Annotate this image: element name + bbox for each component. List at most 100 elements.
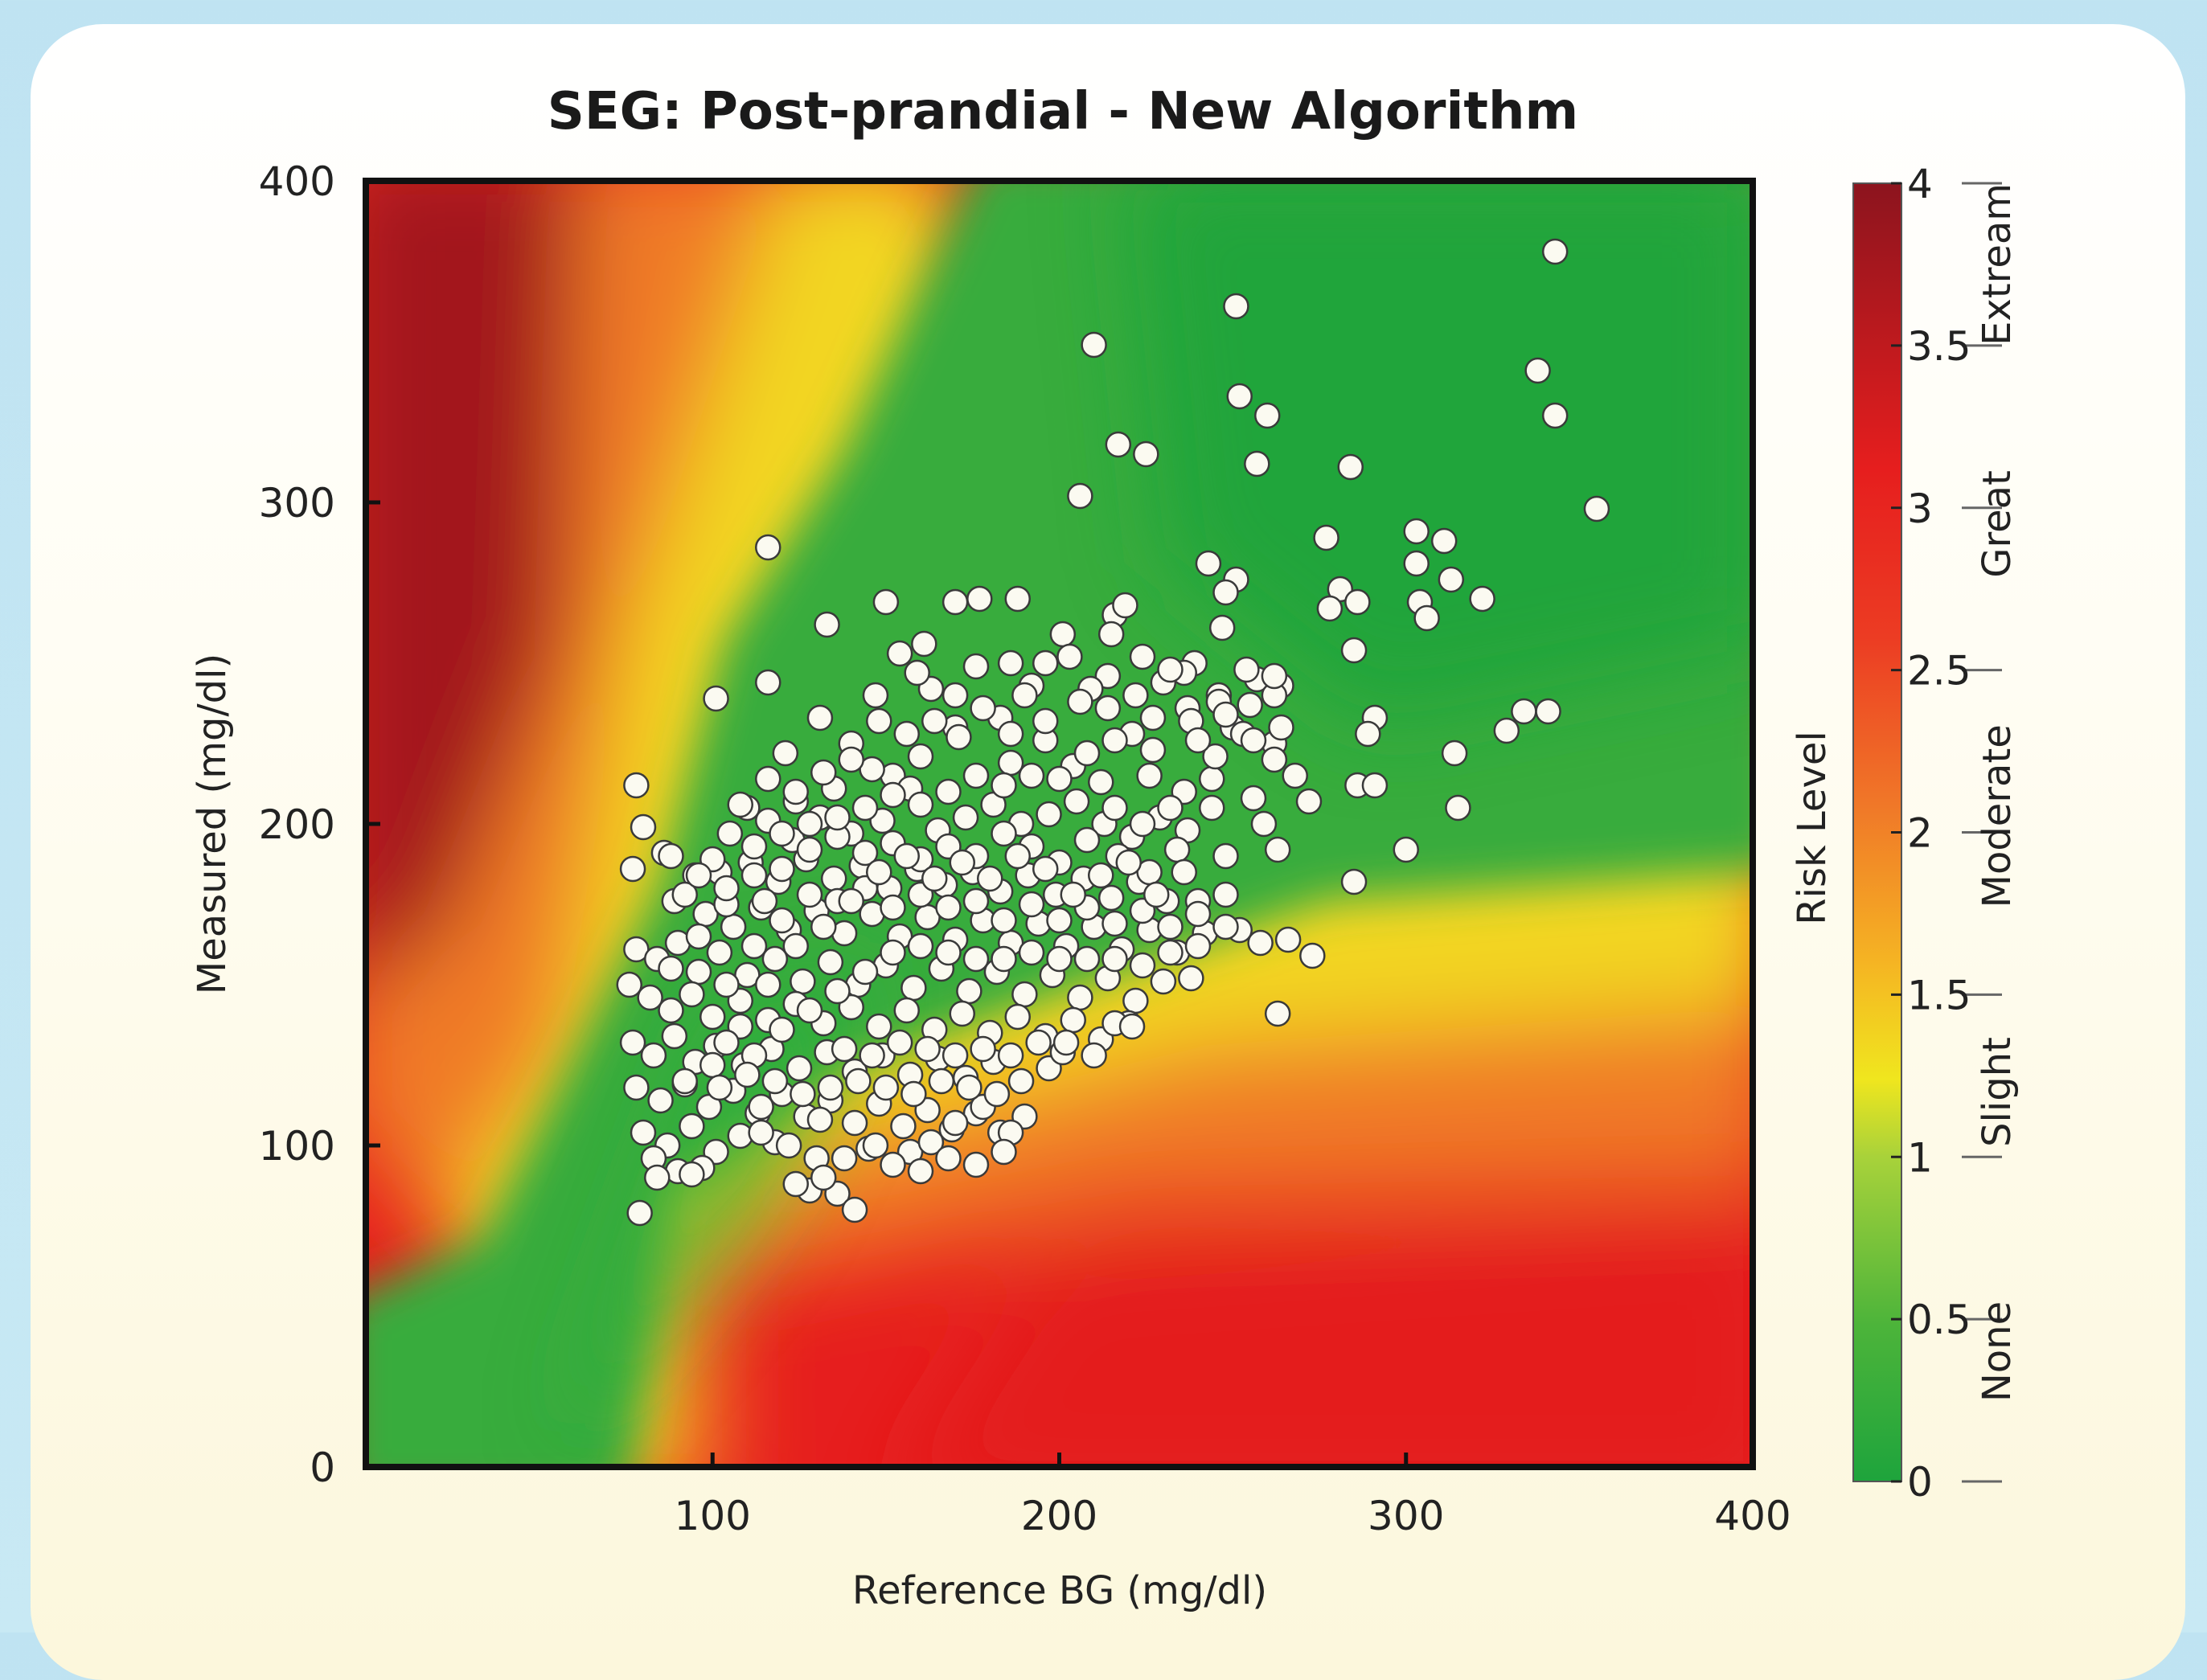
data-point [703, 685, 729, 712]
data-point [685, 958, 712, 985]
data-point [872, 1074, 900, 1101]
data-point [716, 820, 744, 847]
data-point [1295, 788, 1323, 815]
data-point [1299, 942, 1326, 969]
data-point [782, 932, 809, 960]
y-tick-label: 100 [259, 1123, 335, 1170]
data-point [941, 1042, 969, 1069]
data-point [991, 820, 1017, 847]
data-point [1413, 604, 1440, 632]
data-point [1240, 727, 1267, 754]
colorbar-tick-label: 1 [1907, 1134, 1933, 1181]
data-point [1018, 762, 1045, 789]
data-point [658, 997, 684, 1024]
data-point [671, 1067, 698, 1095]
data-point [977, 865, 1003, 892]
data-point [1212, 913, 1239, 940]
data-point [1233, 656, 1260, 683]
data-point [755, 669, 781, 696]
data-point [769, 1016, 795, 1043]
data-point [814, 611, 840, 638]
data-point [983, 1080, 1011, 1108]
data-point [1094, 662, 1122, 690]
data-point [935, 894, 962, 921]
data-point [1032, 707, 1059, 735]
data-point [1056, 643, 1083, 670]
data-point [1060, 881, 1086, 908]
data-point [1184, 727, 1212, 754]
data-point [1178, 965, 1204, 992]
data-point [1011, 682, 1038, 709]
data-point [1018, 939, 1045, 966]
colorbar-tick-label: 3.5 [1907, 323, 1971, 370]
data-point [1208, 614, 1236, 641]
data-point [1139, 736, 1167, 764]
data-point [755, 971, 781, 998]
x-axis-label: Reference BG (mg/dl) [852, 1568, 1267, 1613]
data-point [1097, 884, 1125, 912]
data-point [991, 772, 1017, 799]
data-point [866, 1013, 892, 1040]
data-point [796, 881, 823, 908]
x-tick-label: 200 [1021, 1493, 1097, 1539]
data-point [740, 932, 768, 960]
data-point [806, 704, 834, 731]
data-point [1441, 740, 1468, 767]
data-point [1163, 836, 1191, 863]
data-point [1094, 695, 1122, 722]
chart-title: SEG: Post-prandial - New Algorithm [548, 82, 1578, 141]
data-point [935, 939, 962, 966]
data-point [810, 1164, 837, 1191]
data-point [1202, 743, 1229, 770]
data-point [640, 1042, 667, 1069]
data-point [872, 588, 900, 616]
data-point [1430, 527, 1458, 555]
data-point [1541, 238, 1569, 265]
data-point [1199, 765, 1225, 793]
data-point [817, 949, 844, 976]
data-point [949, 1000, 975, 1027]
y-tick-label: 0 [310, 1444, 335, 1491]
colorbar-tick-label: 2 [1907, 810, 1933, 857]
data-point [1212, 701, 1239, 728]
data-point [796, 810, 823, 838]
data-point [1004, 842, 1031, 870]
data-point [748, 1093, 774, 1121]
data-point [782, 1170, 809, 1198]
data-point [748, 1119, 774, 1146]
y-axis-label: Measured (mg/dl) [190, 654, 235, 994]
data-point [1268, 714, 1294, 741]
data-point [1524, 357, 1551, 384]
data-point [1129, 810, 1156, 838]
colorbar-tick-label: 4 [1907, 161, 1933, 207]
colorbar-category-label: Extream [1975, 183, 2020, 346]
data-point [626, 1199, 653, 1227]
data-point [904, 659, 930, 686]
data-point [671, 881, 698, 908]
data-point [1261, 746, 1288, 773]
data-point [679, 1161, 705, 1188]
data-point [623, 772, 650, 799]
data-point [1049, 621, 1077, 648]
data-point [810, 913, 837, 940]
data-point [1032, 649, 1059, 677]
colorbar-label: Risk Level [1790, 731, 1835, 924]
y-tick-label: 400 [259, 158, 335, 205]
data-point [1254, 402, 1281, 429]
data-point [991, 945, 1017, 973]
data-point [1139, 704, 1167, 731]
data-point [619, 855, 646, 883]
data-point [928, 1067, 955, 1095]
data-point [838, 746, 864, 773]
data-point [706, 939, 733, 966]
data-point [1264, 836, 1291, 863]
colorbar-tick-label: 3 [1907, 486, 1933, 532]
data-point [769, 907, 795, 934]
data-point [1025, 1029, 1052, 1056]
data-point [713, 971, 740, 998]
data-point [658, 955, 684, 982]
data-point [761, 1067, 789, 1095]
data-point [841, 1109, 868, 1137]
data-point [966, 585, 993, 613]
colorbar-categories: None Slight Moderate Great Extream [1975, 183, 2020, 1402]
